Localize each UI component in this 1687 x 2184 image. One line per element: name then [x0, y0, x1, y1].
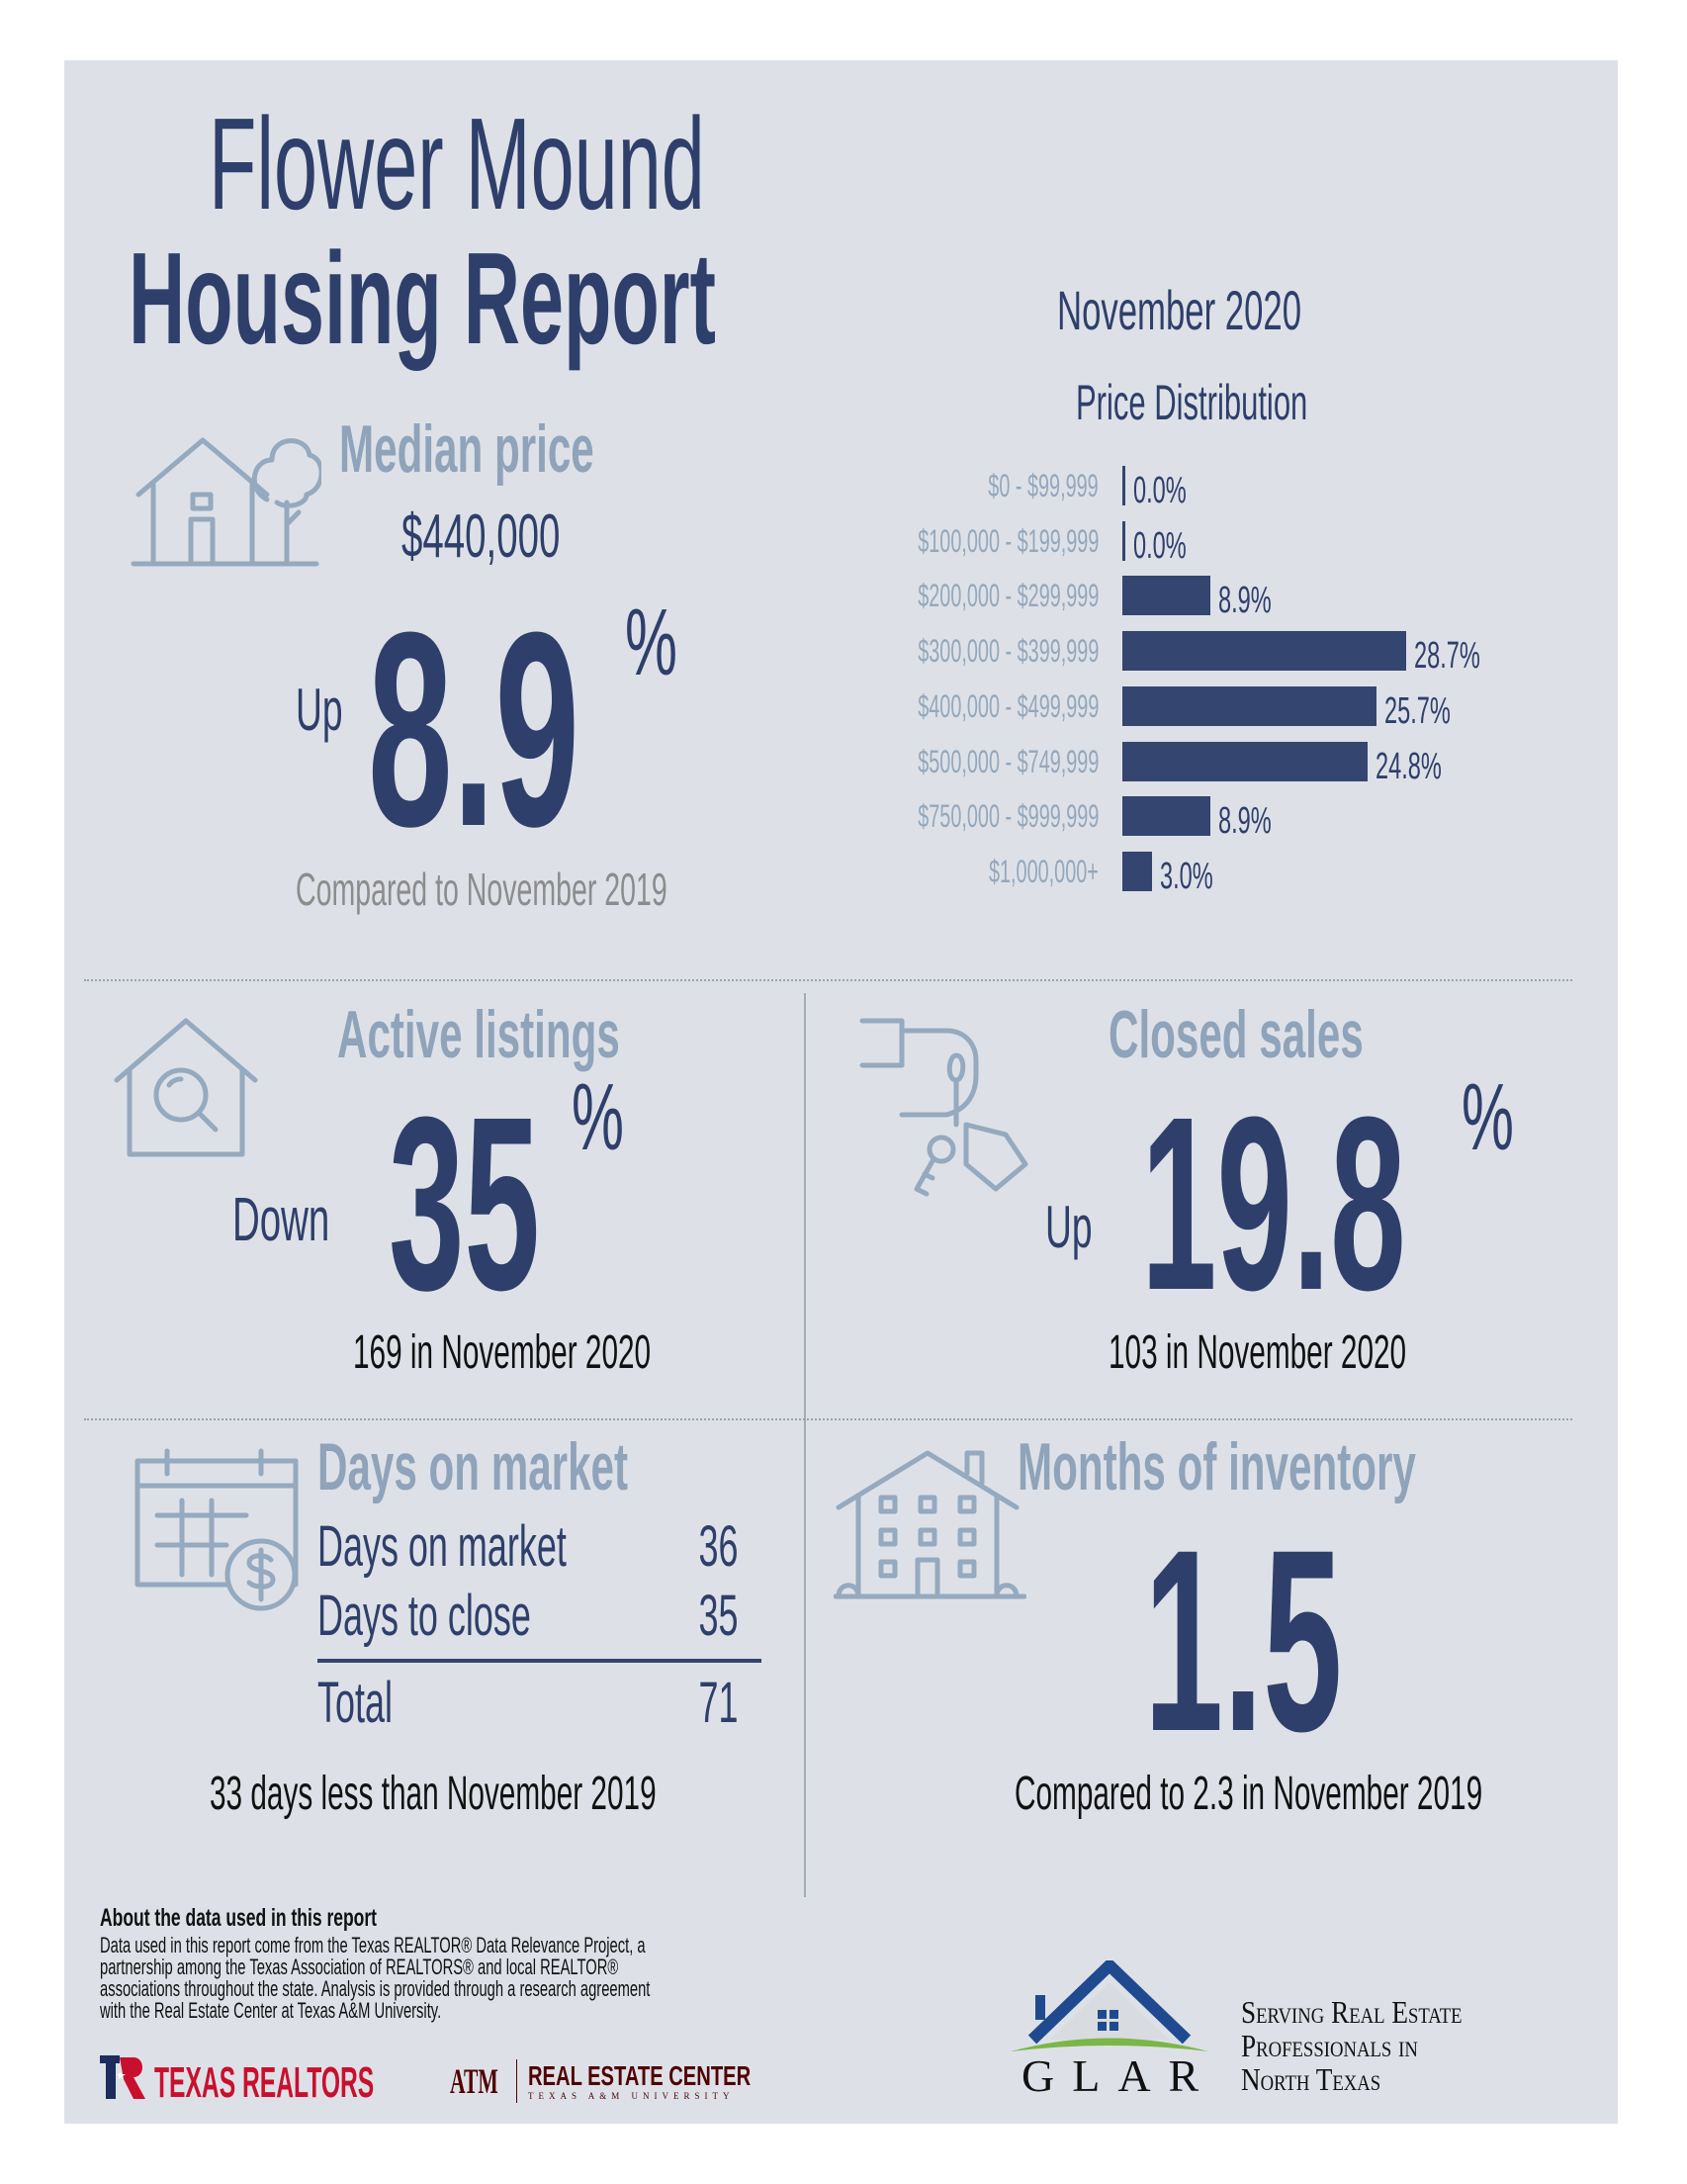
glar-tagline-3: North Texas: [1241, 2061, 1381, 2097]
bar-category-label: $500,000 - $749,999: [917, 743, 1099, 779]
closed-sales-change: 19.8: [1141, 1065, 1406, 1341]
median-price-value: $440,000: [401, 502, 561, 571]
price-bar: [1122, 851, 1152, 891]
report-period: November 2020: [1057, 279, 1302, 341]
about-title: About the data used in this report: [100, 1904, 378, 1932]
dom-row-label: Days on market: [317, 1514, 567, 1579]
bar-category-label: $100,000 - $199,999: [917, 522, 1099, 559]
months-inventory-value: 1.5: [1144, 1496, 1343, 1785]
days-on-market-note: 33 days less than November 2019: [210, 1768, 657, 1820]
total-rule: [317, 1659, 761, 1663]
real-estate-center-sub: TEXAS A&M UNIVERSITY: [528, 2091, 735, 2101]
glar-house-logo-icon: [1011, 1960, 1208, 2051]
glar-tagline-2: Professionals in: [1241, 2028, 1418, 2063]
bar-value-label: 8.9%: [1218, 800, 1272, 843]
dtc-row-label: Days to close: [317, 1584, 531, 1648]
dom-row-value: 36: [699, 1514, 739, 1579]
house-search-icon: [114, 1018, 258, 1157]
active-listings-title: Active listings: [337, 997, 620, 1072]
logo-separator: [516, 2059, 517, 2103]
bar-value-label: 25.7%: [1384, 689, 1451, 732]
texas-realtors-logo: TEXAS REALTORS: [154, 2058, 375, 2107]
total-value: 71: [699, 1671, 739, 1735]
divider-2: [84, 1418, 1572, 1420]
median-price-title: Median price: [339, 411, 594, 487]
total-label: Total: [317, 1671, 393, 1735]
bar-value-label: 24.8%: [1376, 745, 1442, 787]
glar-logo-text: GLAR: [1021, 2050, 1217, 2101]
building-icon: [834, 1450, 1026, 1599]
closed-sales-unit: %: [1462, 1064, 1514, 1170]
real-estate-center-logo: REAL ESTATE CENTER: [528, 2060, 752, 2091]
about-line: with the Real Estate Center at Texas A&M…: [100, 1998, 442, 2023]
chart-title: Price Distribution: [1076, 375, 1308, 430]
active-listings-change: 35: [389, 1065, 540, 1341]
report-panel: [64, 60, 1618, 2124]
bar-value-label: 28.7%: [1414, 635, 1480, 678]
price-bar: [1122, 576, 1210, 616]
median-price-unit: %: [625, 590, 677, 695]
bar-value-label: 0.0%: [1133, 470, 1187, 511]
months-inventory-note: Compared to 2.3 in November 2019: [1015, 1768, 1483, 1820]
closed-sales-note: 103 in November 2020: [1109, 1326, 1407, 1379]
bar-category-label: $0 - $99,999: [988, 468, 1099, 503]
bar-category-label: $300,000 - $399,999: [917, 633, 1099, 670]
atm-logo: ATM: [450, 2061, 498, 2101]
bar-category-label: $400,000 - $499,999: [917, 687, 1099, 724]
vertical-divider: [804, 993, 806, 1897]
median-price-direction: Up: [296, 677, 343, 743]
price-bar: [1122, 631, 1406, 672]
divider-1: [84, 979, 1572, 981]
median-price-change: 8.9: [368, 576, 580, 884]
title-line2: Housing Report: [129, 226, 716, 371]
bar-value-label: 3.0%: [1160, 855, 1213, 897]
bar-category-label: $750,000 - $999,999: [917, 798, 1099, 835]
bar-category-label: $1,000,000+: [989, 853, 1099, 889]
median-price-note: Compared to November 2019: [296, 864, 667, 915]
months-inventory-title: Months of inventory: [1018, 1429, 1416, 1504]
bar-value-label: 0.0%: [1133, 524, 1187, 567]
active-listings-unit: %: [572, 1064, 624, 1170]
days-on-market-title: Days on market: [317, 1429, 629, 1504]
about-line: Data used in this report come from the T…: [100, 1933, 646, 1957]
bar-category-label: $200,000 - $299,999: [917, 578, 1099, 614]
calendar-dollar-icon: [134, 1448, 299, 1611]
about-line: partnership among the Texas Association …: [100, 1955, 619, 1979]
price-bar: [1122, 796, 1210, 837]
glar-tagline-1: Serving Real Estate: [1241, 1994, 1463, 2030]
title-line1: Flower Mound: [209, 91, 705, 236]
price-bar: [1122, 520, 1125, 561]
dtc-row-value: 35: [699, 1584, 739, 1648]
house-with-tree-icon: [131, 437, 321, 567]
closed-sales-title: Closed sales: [1109, 997, 1364, 1072]
price-bar: [1122, 741, 1368, 781]
closed-sales-direction: Up: [1045, 1194, 1093, 1260]
hand-with-keys-icon: [859, 1018, 1028, 1197]
bar-value-label: 8.9%: [1218, 580, 1272, 622]
price-bar: [1122, 685, 1376, 726]
active-listings-direction: Down: [232, 1186, 330, 1254]
price-bar: [1122, 466, 1125, 505]
about-line: associations throughout the state. Analy…: [100, 1976, 651, 2001]
texas-realtors-logo-icon: [100, 2055, 145, 2099]
active-listings-note: 169 in November 2020: [353, 1326, 652, 1379]
